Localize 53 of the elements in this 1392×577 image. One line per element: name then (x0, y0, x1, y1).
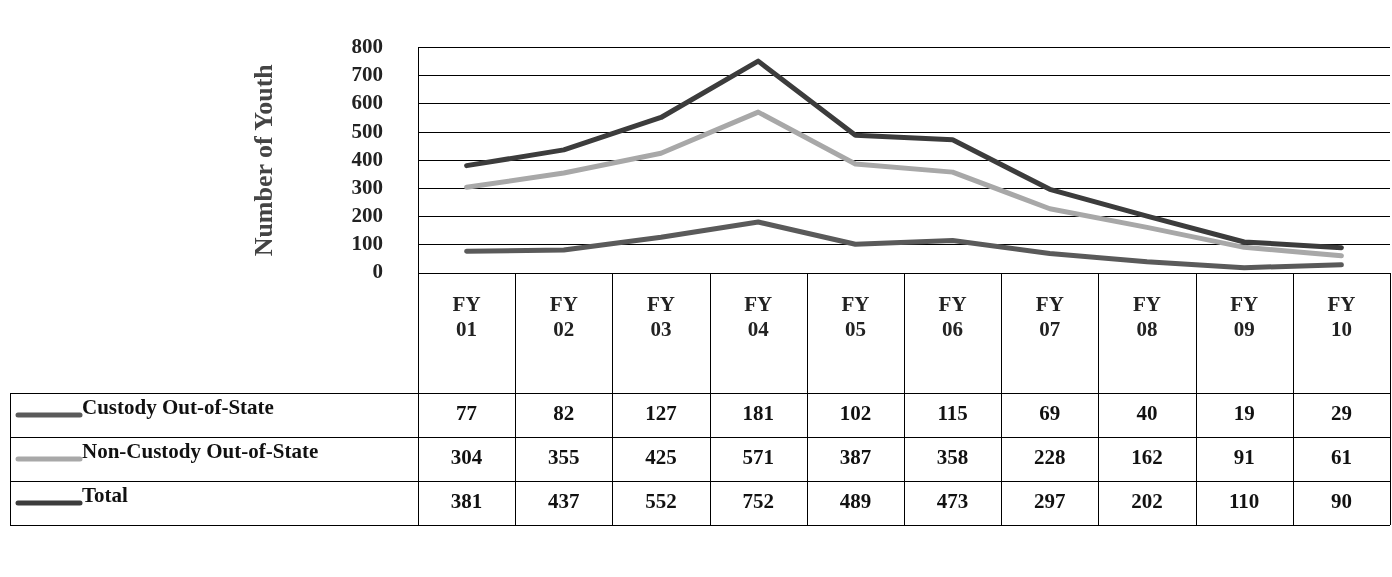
data-label: 181 (742, 401, 774, 426)
data-label: 387 (839, 445, 872, 470)
y-tick-label: 300 (351, 174, 383, 199)
data-label: 752 (742, 489, 774, 514)
y-tick-label: 200 (351, 203, 383, 228)
y-tick-label: 0 (372, 259, 383, 284)
data-label: 304 (450, 445, 483, 470)
data-label: 358 (936, 445, 969, 470)
data-label: 102 (839, 401, 872, 426)
x-tick-label: FY 06 (938, 292, 967, 342)
data-label: 115 (937, 401, 968, 426)
y-axis-title: Number of Youth (249, 63, 279, 257)
data-label: 69 (1039, 401, 1061, 426)
data-label: 61 (1330, 445, 1352, 470)
data-label: 425 (645, 445, 677, 470)
data-label: 381 (450, 489, 483, 514)
data-label: 571 (742, 445, 774, 470)
x-tick-label: FY 02 (549, 292, 578, 342)
data-label: 110 (1229, 489, 1260, 514)
x-tick-label: FY 10 (1327, 292, 1356, 342)
legend-label: Total (82, 482, 129, 507)
x-tick-label: FY 03 (647, 292, 675, 342)
data-label: 40 (1136, 401, 1158, 426)
data-label: 228 (1034, 445, 1066, 470)
data-label: 29 (1330, 401, 1352, 426)
data-label: 437 (548, 489, 580, 514)
x-tick-label: FY 01 (452, 292, 481, 342)
data-label: 91 (1233, 445, 1255, 470)
y-tick-label: 700 (351, 62, 383, 87)
data-label: 202 (1131, 489, 1163, 514)
data-label: 297 (1034, 489, 1066, 514)
data-label: 127 (645, 401, 677, 426)
legend-label: Custody Out-of-State (82, 394, 274, 419)
y-tick-label: 500 (351, 118, 383, 143)
y-tick-label: 100 (351, 231, 383, 256)
x-tick-label: FY 04 (744, 292, 773, 342)
data-label: 473 (936, 489, 969, 514)
data-label: 82 (553, 401, 575, 426)
data-label: 19 (1233, 401, 1255, 426)
data-label: 77 (456, 401, 478, 426)
y-tick-label: 400 (351, 146, 383, 171)
legend-label: Non-Custody Out-of-State (82, 438, 319, 463)
data-label: 355 (548, 445, 580, 470)
data-label: 90 (1330, 489, 1352, 514)
x-tick-label: FY 05 (841, 292, 870, 342)
y-tick-label: 800 (351, 34, 383, 59)
x-tick-label: FY 09 (1230, 292, 1259, 342)
data-label: 162 (1131, 445, 1163, 470)
y-tick-label: 600 (351, 90, 383, 115)
x-tick-label: FY 08 (1133, 292, 1161, 342)
x-tick-label: FY 07 (1035, 292, 1064, 342)
data-label: 489 (839, 489, 872, 514)
data-label: 552 (645, 489, 677, 514)
